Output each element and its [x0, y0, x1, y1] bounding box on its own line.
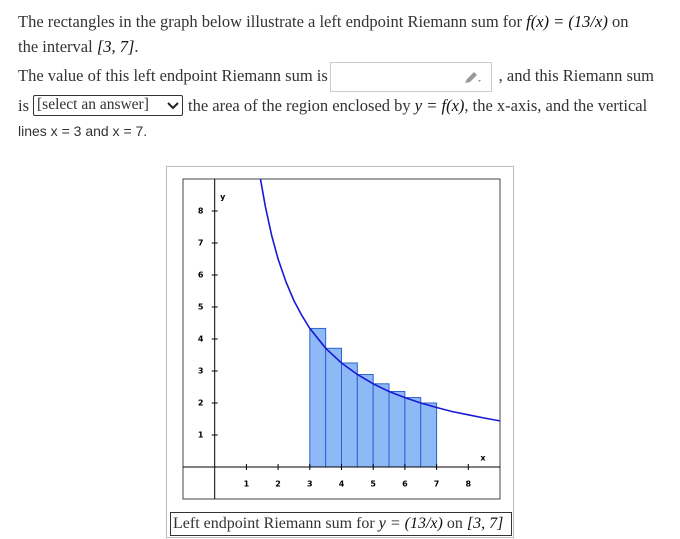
riemann-rect: [420, 402, 438, 468]
riemann-rect: [341, 362, 358, 468]
text: .: [134, 37, 139, 56]
riemann-rect: [309, 327, 327, 468]
x-tick-label: 8: [466, 480, 472, 489]
question-line: the interval [3, 7].: [18, 37, 139, 57]
x-tick-label: 1: [244, 480, 250, 489]
chevron: [167, 102, 179, 110]
select-text: [select an answer]: [37, 96, 149, 113]
text: on: [442, 515, 467, 532]
text: on: [607, 12, 629, 31]
math: y = (13/x): [378, 515, 443, 532]
math: y = f(x): [414, 96, 465, 115]
x-tick-label: 3: [307, 480, 313, 489]
plot-content: [259, 179, 500, 468]
chart: 1 2 3 4 5 6 7 8 1 2 3 4 5 6 7 8 x y: [182, 178, 501, 500]
math: f(x) = (13/x): [526, 12, 608, 31]
y-tick-label: 5: [198, 303, 204, 312]
math: [3, 7]: [466, 515, 504, 532]
x-tick-label: 7: [434, 480, 440, 489]
riemann-rect: [356, 374, 374, 468]
y-tick-label: 1: [198, 431, 204, 440]
x-tick-label: 4: [339, 480, 345, 489]
pencil-icon: [465, 72, 481, 83]
text: the interval: [18, 37, 97, 56]
y-tick-label: 2: [198, 399, 204, 408]
y-tick-label: 4: [198, 335, 204, 344]
text: The value of this left endpoint Riemann …: [18, 66, 328, 85]
figure-border: [166, 166, 514, 538]
y-tick-label: 6: [198, 271, 204, 280]
text: lines x = 3 and x = 7.: [18, 123, 148, 139]
question-line: the area of the region enclosed by y = f…: [188, 96, 647, 116]
y-tick-label: 8: [198, 207, 204, 216]
x-tick-label: 2: [275, 480, 281, 489]
y-axis-label: y: [220, 193, 226, 202]
text: The rectangles in the graph below illust…: [18, 12, 527, 31]
caption: Left endpoint Riemann sum for y = (13/x)…: [170, 512, 512, 536]
text: , the x-axis, and the vertical: [464, 96, 648, 115]
y-tick-label: 7: [198, 239, 204, 248]
riemann-rect: [388, 390, 406, 468]
text: , and this Riemann sum: [498, 66, 654, 85]
math: [3, 7]: [96, 37, 135, 56]
y-tick-label: 3: [198, 367, 204, 376]
text: is: [18, 96, 30, 115]
question-line: The rectangles in the graph below illust…: [18, 12, 628, 32]
text: the area of the region enclosed by: [188, 96, 415, 115]
riemann-rect: [325, 347, 342, 468]
riemann-rect: [404, 397, 422, 468]
x-tick-label: 6: [402, 480, 408, 489]
text: Left endpoint Riemann sum for: [173, 515, 379, 532]
answer-select[interactable]: [select an answer]: [33, 95, 183, 116]
riemann-rect: [372, 383, 390, 468]
x-axis-label: x: [480, 454, 486, 463]
function-curve: [259, 179, 500, 422]
x-tick-label: 5: [370, 480, 376, 489]
answer-input[interactable]: [330, 62, 492, 92]
